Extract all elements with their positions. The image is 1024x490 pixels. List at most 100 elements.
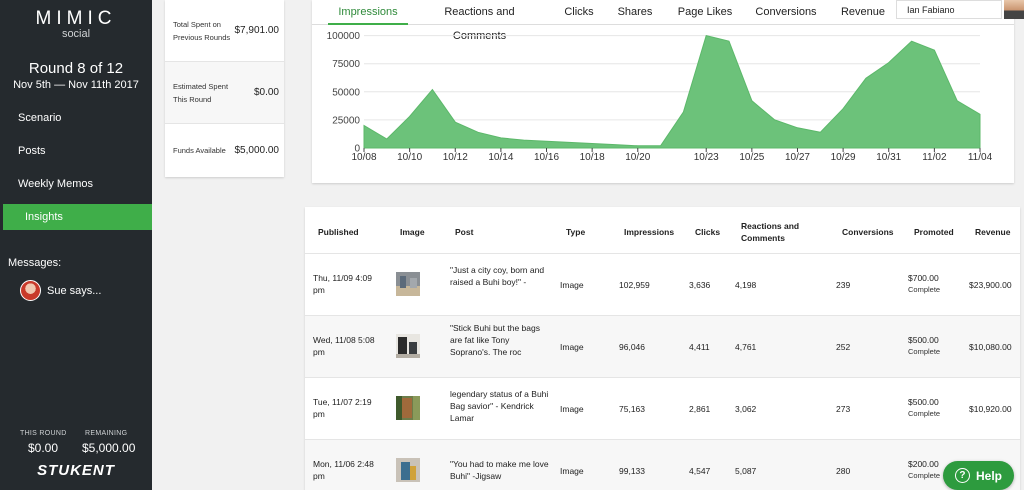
y-tick-label: 50000	[332, 87, 360, 98]
revenue-cell: $10,920.00	[969, 404, 1012, 414]
stat-label: Total Spent on Previous Rounds	[173, 19, 231, 42]
column-header-image[interactable]: Image	[400, 227, 425, 237]
promoted-status: Complete	[908, 285, 941, 294]
column-header-type[interactable]: Type	[566, 227, 586, 237]
x-tick-label: 10/12	[443, 152, 468, 163]
tab-clicks[interactable]: Clicks	[564, 6, 594, 18]
this-round-value: $0.00	[28, 441, 59, 455]
logo-main-text: MIMIC	[35, 8, 117, 29]
published-cell: Mon, 11/06 2:48 pm	[313, 459, 374, 481]
x-tick-label: 10/08	[351, 152, 376, 163]
round-dates: Nov 5th — Nov 11th 2017	[13, 79, 139, 91]
reactions-cell: 3,062	[735, 404, 757, 414]
post-thumbnail[interactable]	[396, 334, 420, 358]
tab-conversions[interactable]: Conversions	[755, 6, 817, 18]
column-header-reactions-and-comments[interactable]: Reactions and Comments	[741, 221, 800, 243]
nav-item-posts[interactable]: Posts	[18, 145, 46, 157]
impressions-series-area	[363, 35, 981, 149]
published-cell: Thu, 11/09 4:09 pm	[313, 273, 372, 295]
x-tick-label: 10/29	[831, 152, 856, 163]
message-text: Sue says...	[47, 284, 102, 297]
budget-stats-panel: Total Spent on Previous Rounds $7,901.00…	[165, 0, 284, 177]
stat-row: Total Spent on Previous Rounds $7,901.00	[165, 0, 284, 62]
clicks-cell: 4,411	[689, 342, 710, 352]
posts-table: Published Image Post Type Impressions Cl…	[305, 207, 1020, 490]
question-icon: ?	[954, 468, 970, 483]
type-cell: Image	[560, 280, 584, 290]
metric-tabs: Impressions Reactions and Comments Click…	[312, 0, 1014, 42]
messages-label: Messages:	[8, 257, 62, 269]
remaining-value: $5,000.00	[82, 441, 136, 455]
column-header-revenue[interactable]: Revenue	[975, 227, 1011, 237]
x-tick-label: 10/31	[876, 152, 901, 163]
revenue-cell: $23,900.00	[969, 280, 1012, 290]
reactions-cell: 4,761	[735, 342, 757, 352]
stat-label: Funds Available	[173, 146, 226, 155]
published-cell: Tue, 11/07 2:19 pm	[313, 397, 372, 419]
x-tick-label: 10/16	[534, 152, 559, 163]
tab-reactions-and-comments[interactable]: Reactions and Comments	[444, 6, 515, 42]
column-header-published[interactable]: Published	[318, 227, 359, 237]
clicks-cell: 4,547	[689, 466, 711, 476]
conversions-cell: 273	[836, 404, 851, 414]
y-tick-label: 75000	[332, 59, 360, 70]
sue-avatar	[20, 280, 41, 301]
column-header-post[interactable]: Post	[455, 227, 474, 237]
x-tick-label: 11/04	[968, 152, 993, 163]
promoted-amount: $200.00	[908, 459, 939, 469]
table-row[interactable]: Wed, 11/08 5:08 pm "Stick Buhi but the b…	[305, 315, 1020, 377]
clicks-cell: 3,636	[689, 280, 711, 290]
promoted-status: Complete	[908, 471, 941, 480]
reactions-cell: 4,198	[735, 280, 757, 290]
conversions-cell: 239	[836, 280, 851, 290]
sidebar: MIMIC social Round 8 of 12 Nov 5th — Nov…	[0, 0, 152, 490]
conversions-cell: 252	[836, 342, 851, 352]
post-thumbnail[interactable]	[396, 272, 420, 296]
y-tick-label: 100000	[327, 31, 361, 42]
x-tick-label: 10/23	[694, 152, 719, 163]
impressions-chart: 0 25000 50000 75000 100000 10/08 10/10 10/12 10/…	[327, 31, 993, 163]
impressions-cell: 102,959	[619, 280, 650, 290]
x-tick-label: 10/25	[739, 152, 764, 163]
type-cell: Image	[560, 342, 584, 352]
x-tick-label: 10/18	[580, 152, 605, 163]
message-item[interactable]: Sue says...	[20, 280, 101, 301]
x-tick-label: 10/27	[785, 152, 810, 163]
post-thumbnail[interactable]	[396, 396, 420, 420]
promoted-status: Complete	[908, 409, 941, 418]
column-header-promoted[interactable]: Promoted	[914, 227, 954, 237]
help-label: Help	[975, 468, 1002, 483]
insights-chart-card: Impressions Reactions and Comments Click…	[312, 0, 1014, 183]
tab-page-likes[interactable]: Page Likes	[677, 6, 733, 18]
nav-item-insights[interactable]: Insights	[3, 204, 152, 230]
logo: MIMIC social	[0, 8, 152, 40]
stat-value: $7,901.00	[234, 25, 280, 36]
type-cell: Image	[560, 404, 584, 414]
tab-impressions[interactable]: Impressions	[328, 0, 408, 25]
table-row[interactable]: Mon, 11/06 2:48 pm "You had to make me l…	[305, 439, 1020, 490]
post-thumbnail[interactable]	[396, 458, 420, 482]
revenue-cell: $10,080.00	[969, 342, 1012, 352]
tab-shares[interactable]: Shares	[617, 6, 653, 18]
nav-item-scenario[interactable]: Scenario	[18, 112, 62, 124]
reactions-cell: 5,087	[735, 466, 757, 476]
x-tick-label: 11/02	[922, 152, 947, 163]
tab-revenue[interactable]: Revenue	[840, 6, 886, 18]
help-button[interactable]: ? Help	[943, 461, 1014, 490]
column-header-clicks[interactable]: Clicks	[695, 227, 721, 237]
x-tick-label: 10/10	[397, 152, 422, 163]
x-tick-label: 10/14	[488, 152, 513, 163]
promoted-amount: $500.00	[908, 397, 939, 407]
post-text: "Stick Buhi but the bags are fat like To…	[450, 323, 540, 357]
stukent-logo: STUKENT	[37, 462, 115, 479]
column-header-impressions[interactable]: Impressions	[624, 227, 675, 237]
column-header-conversions[interactable]: Conversions	[842, 227, 894, 237]
user-avatar[interactable]	[1004, 0, 1024, 19]
round-indicator: Round 8 of 12	[28, 60, 124, 77]
stat-value: $0.00	[253, 87, 279, 98]
user-name-box[interactable]: Ian Fabiano	[896, 0, 1002, 19]
post-text: "You had to make me love Buhi" -Jigsaw	[450, 459, 549, 481]
table-row[interactable]: Thu, 11/09 4:09 pm "Just a city coy, bor…	[305, 253, 1020, 315]
nav-item-weekly-memos[interactable]: Weekly Memos	[18, 178, 93, 190]
table-row[interactable]: Tue, 11/07 2:19 pm legendary status of a…	[305, 377, 1020, 439]
